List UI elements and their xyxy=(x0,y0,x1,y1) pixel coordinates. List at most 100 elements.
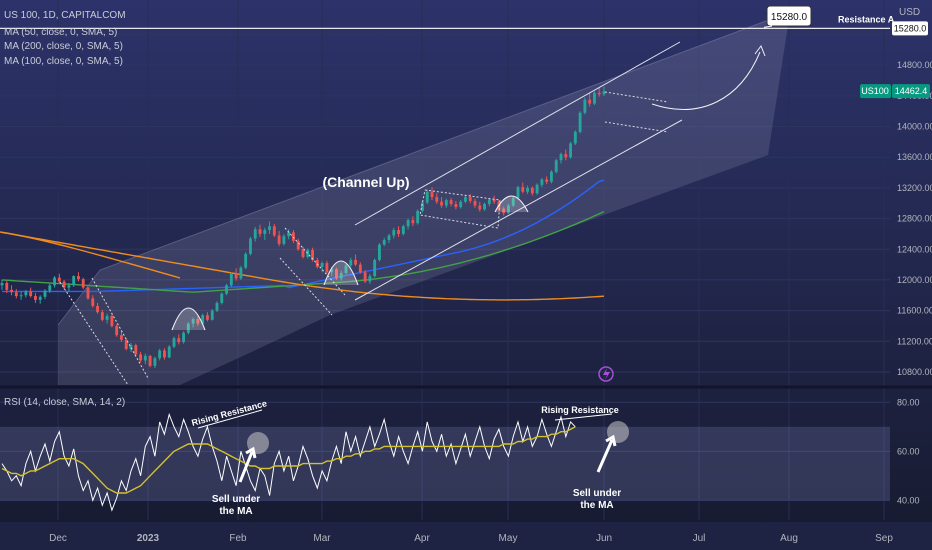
target-callout xyxy=(766,5,812,27)
dotted-projection-top xyxy=(604,91,669,103)
candle-body xyxy=(67,285,71,288)
time-tick-label: 2023 xyxy=(137,533,160,544)
candle-body xyxy=(77,276,80,280)
rsi-line xyxy=(1,412,576,512)
candle-body xyxy=(91,298,95,307)
candle-body xyxy=(540,179,544,185)
time-tick-label: Aug xyxy=(780,533,798,544)
candle-body xyxy=(507,205,510,214)
candle-body xyxy=(19,295,23,297)
sell-label-1-line1: Sell under xyxy=(212,494,260,505)
dotted-channel-1b xyxy=(91,277,149,379)
candle-body xyxy=(588,99,592,104)
symbol-badge-text: US100 xyxy=(861,86,889,96)
arc-formation-1 xyxy=(171,307,206,331)
candle-body xyxy=(492,199,496,202)
candle-body xyxy=(464,197,467,202)
ma200-history xyxy=(0,231,181,279)
candle-body xyxy=(220,293,224,303)
candle-body xyxy=(382,240,386,245)
candle-body xyxy=(249,238,252,254)
candle-body xyxy=(487,199,491,205)
candle-body xyxy=(430,191,434,198)
time-tick-label: Feb xyxy=(229,533,247,544)
candle-body xyxy=(521,187,525,192)
candle-body xyxy=(115,325,119,336)
price-tick-label: 13200.00 xyxy=(897,183,932,193)
candle-body xyxy=(559,154,563,161)
candle-body xyxy=(153,358,157,366)
rsi-resistance-line-1 xyxy=(197,409,263,429)
candle-body xyxy=(387,235,391,241)
time-tick-label: Apr xyxy=(414,533,430,544)
channel-up-band xyxy=(58,12,790,385)
candle-body xyxy=(349,259,353,266)
candle-body xyxy=(530,187,534,194)
rsi-sell-arrow-2 xyxy=(596,434,617,473)
candle-body xyxy=(81,279,85,288)
candle-body xyxy=(191,319,195,324)
price-tick-label: 12000.00 xyxy=(897,275,932,285)
candle-body xyxy=(573,131,577,144)
time-tick-label: Jun xyxy=(596,533,612,544)
candle-body xyxy=(583,99,587,113)
candle-body xyxy=(258,229,262,234)
candle-body xyxy=(86,287,90,299)
rsi-ma-line xyxy=(1,426,576,494)
dotted-channel-2a xyxy=(284,227,346,296)
rsi-tick-label: 40.00 xyxy=(897,495,920,505)
sell-label-1-line2: the MA xyxy=(219,506,252,517)
candle-body xyxy=(578,112,582,132)
arc-formation-2 xyxy=(323,260,359,286)
candle-body xyxy=(296,240,300,250)
lower-channel-line xyxy=(354,119,683,301)
candle-body xyxy=(502,208,506,214)
price-tick-label: 14000.00 xyxy=(897,122,932,132)
candle-body xyxy=(282,236,286,244)
sell-label-2-line1: Sell under xyxy=(573,488,621,499)
candle-body xyxy=(239,267,243,279)
candle-body xyxy=(143,355,147,361)
candle-body xyxy=(378,244,381,260)
candle-body xyxy=(263,230,267,234)
candle-body xyxy=(100,312,104,320)
candle-body xyxy=(253,229,257,239)
time-tick-label: Mar xyxy=(313,533,331,544)
rsi-tick-label: 60.00 xyxy=(897,446,920,456)
rsi-band xyxy=(0,426,890,501)
candle-body xyxy=(292,232,295,241)
candle-body xyxy=(602,91,606,95)
candle-body xyxy=(545,179,549,182)
last-price-text: 14462.4 xyxy=(895,86,928,96)
candle-body xyxy=(120,335,123,340)
candle-body xyxy=(172,338,176,347)
candle-body xyxy=(483,204,486,210)
candle-body xyxy=(210,310,214,320)
candle-body xyxy=(311,250,314,260)
candle-body xyxy=(10,289,13,293)
candle-body xyxy=(306,250,310,257)
candle-body xyxy=(225,285,228,294)
candle-body xyxy=(597,92,601,95)
candle-body xyxy=(215,302,219,311)
candle-body xyxy=(344,265,348,274)
candle-body xyxy=(43,290,47,297)
candle-body xyxy=(468,197,472,201)
rsi-resistance-line-2 xyxy=(554,413,613,421)
candle-body xyxy=(229,273,233,286)
candle-body xyxy=(167,346,171,358)
candle-body xyxy=(454,204,458,208)
candle-body xyxy=(196,319,200,324)
candle-body xyxy=(358,264,362,273)
candle-body xyxy=(34,296,37,300)
candle-body xyxy=(158,350,162,359)
candle-body xyxy=(406,220,410,227)
candle-body xyxy=(5,282,9,290)
lightning-icon xyxy=(598,366,614,382)
candle-body xyxy=(416,210,420,224)
candle-body xyxy=(564,154,568,158)
resistance-price-text: 15280.0 xyxy=(894,23,927,33)
time-tick-label: May xyxy=(499,533,518,544)
candle-body xyxy=(186,323,190,333)
